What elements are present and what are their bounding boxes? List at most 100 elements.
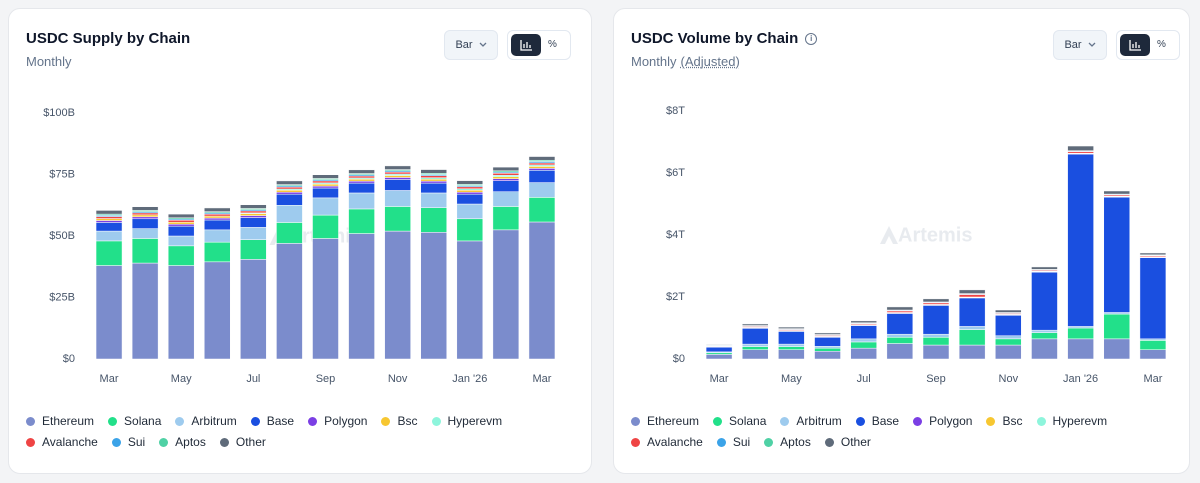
legend-item[interactable]: Bsc bbox=[381, 414, 418, 428]
bar-segment bbox=[420, 182, 447, 194]
bar-segment bbox=[204, 215, 231, 219]
bar-segment bbox=[492, 178, 520, 181]
chevron bbox=[1088, 42, 1096, 47]
bar-segment bbox=[1031, 332, 1058, 340]
legend-item[interactable]: Other bbox=[824, 435, 871, 449]
legend-label: Sui bbox=[732, 435, 751, 449]
bar-segment bbox=[1139, 349, 1167, 360]
info-icon[interactable]: i bbox=[805, 32, 818, 45]
x-tick-label: Sep bbox=[926, 373, 946, 385]
bar-segment bbox=[850, 347, 877, 360]
x-tick-label: Jul bbox=[246, 373, 260, 385]
bar-segment bbox=[312, 214, 339, 239]
x-tick-label: Jan '26 bbox=[452, 373, 487, 385]
watermark: Artemis bbox=[898, 224, 972, 246]
legend-label: Ethereum bbox=[42, 414, 95, 428]
legend-item[interactable]: Base bbox=[250, 414, 294, 428]
bar-segment bbox=[348, 178, 375, 182]
legend-swatch bbox=[108, 416, 118, 426]
bar-segment bbox=[420, 169, 447, 174]
bar-segment bbox=[886, 313, 914, 335]
bar-segment bbox=[995, 315, 1022, 337]
legend-item[interactable]: Sui bbox=[716, 435, 751, 449]
bar-segment bbox=[167, 245, 195, 266]
y-tick-label: $8T bbox=[666, 105, 685, 117]
legend-swatch bbox=[175, 416, 185, 426]
bar-segment bbox=[995, 309, 1022, 313]
legend-swatch bbox=[26, 437, 35, 447]
percent-button[interactable]: % bbox=[1157, 39, 1166, 50]
bar-segment bbox=[276, 186, 303, 190]
legend-swatch bbox=[631, 416, 640, 426]
y-tick-label: $0 bbox=[63, 353, 75, 365]
bar-segment bbox=[1031, 338, 1058, 360]
legend-swatch bbox=[780, 416, 790, 426]
bar-segment bbox=[814, 337, 841, 347]
legend-swatch bbox=[308, 416, 318, 426]
legend-item[interactable]: Arbitrum bbox=[175, 414, 237, 428]
legend-item[interactable]: Solana bbox=[713, 414, 766, 428]
bar-segment bbox=[167, 225, 195, 237]
chart-type-dropdown[interactable]: Bar bbox=[1053, 30, 1107, 60]
legend-item[interactable]: Arbitrum bbox=[780, 414, 842, 428]
legend-item[interactable]: Ethereum bbox=[631, 414, 699, 428]
bar-segment bbox=[958, 329, 986, 346]
bar-segment bbox=[131, 214, 159, 218]
subtitle-note[interactable]: (Adjusted) bbox=[680, 54, 740, 69]
bar-segment bbox=[312, 185, 339, 189]
legend-item[interactable]: Base bbox=[855, 414, 899, 428]
card-subtitle: Monthly (Adjusted) bbox=[631, 54, 740, 69]
bar-segment bbox=[384, 175, 411, 178]
bar-segment bbox=[131, 206, 159, 211]
percent-button[interactable]: % bbox=[548, 39, 557, 50]
absolute-button[interactable] bbox=[511, 34, 541, 56]
legend-item[interactable]: Avalanche bbox=[26, 435, 98, 449]
bar-segment bbox=[384, 177, 411, 180]
legend-item[interactable]: Solana bbox=[108, 414, 161, 428]
legend-item[interactable]: Polygon bbox=[308, 414, 367, 428]
subtitle-text: Monthly bbox=[631, 54, 677, 69]
title-text: USDC Supply by Chain bbox=[26, 30, 191, 47]
legend-item[interactable]: Ethereum bbox=[26, 414, 94, 428]
bar-segment bbox=[420, 207, 447, 233]
volume-card: $0 $2T $4T $6T $8T Artemis Mar May Jul Sep Nov Jan … bbox=[613, 8, 1190, 474]
x-tick-label: Mar bbox=[100, 373, 119, 385]
legend-item[interactable]: Other bbox=[219, 435, 266, 449]
legend-item[interactable]: Avalanche bbox=[631, 435, 703, 449]
bar-segment bbox=[167, 221, 195, 225]
legend-swatch bbox=[219, 437, 229, 447]
chart-type-dropdown[interactable]: Bar bbox=[444, 30, 498, 60]
bar-segment bbox=[240, 204, 267, 209]
bar-segment bbox=[95, 230, 123, 242]
legend-label: Other bbox=[840, 435, 871, 449]
legend-swatch bbox=[631, 437, 640, 447]
legend-swatch bbox=[824, 437, 834, 447]
bar-segment bbox=[1139, 340, 1167, 350]
bar-segment bbox=[420, 232, 447, 360]
bar-segment bbox=[384, 165, 411, 170]
bar-segment bbox=[741, 349, 769, 360]
legend-item[interactable]: Aptos bbox=[159, 435, 206, 449]
bar-icon bbox=[1129, 40, 1141, 51]
legend-swatch bbox=[713, 416, 723, 426]
bar-segment bbox=[384, 190, 411, 207]
legend-swatch bbox=[250, 416, 260, 426]
bar-segment bbox=[1031, 266, 1058, 270]
legend-item[interactable]: Polygon bbox=[913, 414, 972, 428]
legend-swatch bbox=[26, 416, 35, 426]
bar-segment bbox=[167, 223, 195, 227]
x-tick-label: Nov bbox=[388, 373, 408, 385]
y-tick-label: $2T bbox=[666, 291, 685, 303]
bar-segment bbox=[778, 326, 805, 329]
legend: Ethereum Solana Arbitrum Base Polygon Bsc Hype… bbox=[631, 414, 1191, 449]
legend-item[interactable]: Aptos bbox=[764, 435, 811, 449]
legend-item[interactable]: Hyperevm bbox=[1036, 414, 1107, 428]
bar-segment bbox=[850, 325, 877, 340]
x-tick-label: May bbox=[171, 373, 192, 385]
legend-item[interactable]: Hyperevm bbox=[431, 414, 502, 428]
bar-segment bbox=[167, 220, 195, 223]
absolute-button[interactable] bbox=[1120, 34, 1150, 56]
legend-item[interactable]: Bsc bbox=[986, 414, 1023, 428]
bar-segment bbox=[348, 180, 375, 184]
legend-item[interactable]: Sui bbox=[111, 435, 145, 449]
